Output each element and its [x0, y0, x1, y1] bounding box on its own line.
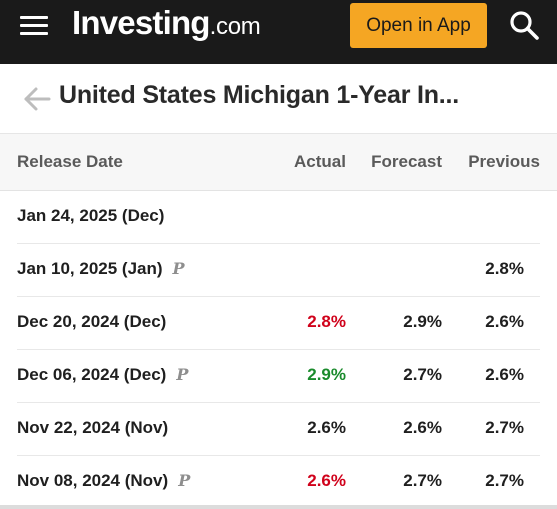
logo-main-text: Investing — [72, 4, 210, 41]
bottom-divider — [0, 505, 557, 509]
forecast-value: 2.7% — [403, 365, 442, 384]
logo-suffix-text: .com — [209, 13, 261, 40]
release-date: Nov 08, 2024 (Nov) — [17, 471, 169, 490]
table-row[interactable]: Nov 22, 2024 (Nov) 2.6% 2.6% 2.7% — [17, 403, 540, 456]
forecast-value: 2.9% — [403, 312, 442, 331]
release-date-cell: Jan 24, 2025 (Dec) — [17, 206, 174, 226]
release-date-cell: Dec 20, 2024 (Dec) — [17, 312, 176, 332]
release-date-cell: Jan 10, 2025 (Jan) P — [17, 259, 185, 279]
forecast-value: 2.7% — [403, 471, 442, 490]
forecast-value: 2.6% — [403, 418, 442, 437]
column-header-forecast: Forecast — [371, 152, 442, 171]
release-date: Nov 22, 2024 (Nov) — [17, 418, 169, 437]
column-header-previous: Previous — [468, 152, 540, 171]
search-icon[interactable] — [506, 7, 542, 43]
table-row[interactable]: Jan 24, 2025 (Dec) — [17, 191, 540, 244]
previous-value: 2.6% — [485, 312, 524, 331]
preliminary-badge: P — [176, 365, 189, 384]
release-date-cell: Dec 06, 2024 (Dec) P — [17, 365, 188, 385]
page-title-bar: United States Michigan 1-Year In... — [0, 64, 557, 134]
menu-line — [20, 32, 48, 35]
release-date: Dec 20, 2024 (Dec) — [17, 312, 167, 331]
release-date-cell: Nov 22, 2024 (Nov) — [17, 418, 178, 438]
preliminary-badge: P — [172, 259, 185, 278]
table-row[interactable]: Jan 10, 2025 (Jan) P 2.8% — [17, 244, 540, 297]
previous-value: 2.7% — [485, 471, 524, 490]
table-row[interactable]: Dec 20, 2024 (Dec) 2.8% 2.9% 2.6% — [17, 297, 540, 350]
hamburger-menu-icon[interactable] — [18, 13, 50, 39]
release-date: Jan 24, 2025 (Dec) — [17, 206, 165, 225]
actual-value: 2.6% — [307, 471, 346, 490]
top-header: Investing .com Open in App — [0, 0, 557, 64]
investing-logo[interactable]: Investing .com — [72, 4, 261, 44]
menu-line — [20, 16, 48, 19]
page-title: United States Michigan 1-Year In... — [59, 81, 460, 109]
actual-value: 2.6% — [307, 418, 346, 437]
preliminary-badge: P — [178, 471, 191, 490]
table-row[interactable]: Nov 08, 2024 (Nov) P 2.6% 2.7% 2.7% — [17, 456, 540, 509]
table-header: Release Date Actual Forecast Previous — [0, 134, 557, 191]
actual-value: 2.8% — [307, 312, 346, 331]
table-row[interactable]: Dec 06, 2024 (Dec) P 2.9% 2.7% 2.6% — [17, 350, 540, 403]
open-in-app-button[interactable]: Open in App — [350, 3, 487, 48]
previous-value: 2.7% — [485, 418, 524, 437]
release-date: Dec 06, 2024 (Dec) — [17, 365, 167, 384]
menu-line — [20, 24, 48, 27]
column-header-release-date: Release Date — [17, 152, 123, 171]
previous-value: 2.8% — [485, 259, 524, 278]
column-header-actual: Actual — [294, 152, 346, 171]
actual-value: 2.9% — [307, 365, 346, 384]
release-date: Jan 10, 2025 (Jan) — [17, 259, 163, 278]
previous-value: 2.6% — [485, 365, 524, 384]
release-date-cell: Nov 08, 2024 (Nov) P — [17, 471, 190, 491]
arrow-left-icon[interactable] — [22, 84, 52, 114]
